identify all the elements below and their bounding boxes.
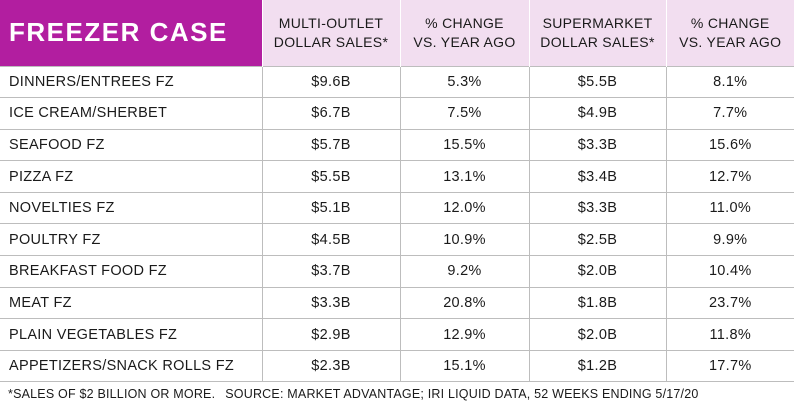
row-category-cell: APPETIZERS/SNACK ROLLS FZ bbox=[0, 349, 262, 383]
footnote: *SALES OF $2 BILLION OR MORE. SOURCE: MAR… bbox=[8, 387, 699, 401]
column-header-line: % CHANGE bbox=[690, 14, 770, 31]
supermarket-change-cell: 10.4% bbox=[665, 255, 794, 288]
table-row: PLAIN VEGETABLES FZ $2.9B 12.9% $2.0B 11.8% bbox=[0, 318, 794, 351]
row-category-cell: POULTRY FZ bbox=[0, 223, 262, 256]
multi-outlet-change-cell: 15.5% bbox=[399, 128, 529, 161]
supermarket-change-cell: 12.7% bbox=[665, 160, 794, 193]
column-header-line: SUPERMARKET bbox=[542, 14, 653, 31]
supermarket-change-cell: 8.1% bbox=[665, 65, 794, 98]
multi-outlet-sales-cell: $4.5B bbox=[261, 223, 400, 256]
multi-outlet-change-cell: 10.9% bbox=[399, 223, 529, 256]
multi-outlet-change-cell: 5.3% bbox=[399, 65, 529, 98]
supermarket-sales-cell: $1.2B bbox=[528, 349, 666, 383]
multi-outlet-sales-cell: $6.7B bbox=[261, 97, 400, 130]
row-category-cell: PLAIN VEGETABLES FZ bbox=[0, 318, 262, 351]
source-note: SOURCE: MARKET ADVANTAGE; IRI LIQUID DAT… bbox=[225, 387, 699, 401]
multi-outlet-sales-cell: $3.3B bbox=[261, 286, 400, 319]
table-row: POULTRY FZ $4.5B 10.9% $2.5B 9.9% bbox=[0, 223, 794, 256]
supermarket-change-cell: 11.8% bbox=[665, 318, 794, 351]
multi-outlet-sales-cell: $5.1B bbox=[261, 191, 400, 224]
header-row: FREEZER CASE MULTI-OUTLET DOLLAR SALES* … bbox=[0, 0, 794, 66]
supermarket-sales-cell: $3.4B bbox=[528, 160, 666, 193]
column-header-line: VS. YEAR AGO bbox=[679, 33, 782, 50]
table-row: NOVELTIES FZ $5.1B 12.0% $3.3B 11.0% bbox=[0, 191, 794, 224]
supermarket-sales-cell: $3.3B bbox=[528, 191, 666, 224]
row-category-cell: SEAFOOD FZ bbox=[0, 128, 262, 161]
multi-outlet-sales-cell: $5.5B bbox=[261, 160, 400, 193]
supermarket-sales-cell: $2.5B bbox=[528, 223, 666, 256]
freezer-case-table: FREEZER CASE MULTI-OUTLET DOLLAR SALES* … bbox=[0, 0, 794, 383]
table-row: MEAT FZ $3.3B 20.8% $1.8B 23.7% bbox=[0, 286, 794, 319]
row-category-cell: NOVELTIES FZ bbox=[0, 191, 262, 224]
column-header-line: VS. YEAR AGO bbox=[413, 33, 516, 50]
multi-outlet-sales-cell: $3.7B bbox=[261, 255, 400, 288]
supermarket-sales-cell: $2.0B bbox=[528, 255, 666, 288]
table-row: APPETIZERS/SNACK ROLLS FZ $2.3B 15.1% $1.2B… bbox=[0, 349, 794, 383]
row-category-cell: ICE CREAM/SHERBET bbox=[0, 97, 262, 130]
column-header-line: DOLLAR SALES* bbox=[273, 33, 389, 50]
multi-outlet-change-cell: 9.2% bbox=[399, 255, 529, 288]
multi-outlet-change-cell: 12.0% bbox=[399, 191, 529, 224]
table-row: SEAFOOD FZ $5.7B 15.5% $3.3B 15.6% bbox=[0, 128, 794, 161]
column-header-multi-outlet-sales: MULTI-OUTLET DOLLAR SALES* bbox=[261, 0, 400, 66]
column-header-line: MULTI-OUTLET bbox=[278, 14, 384, 31]
multi-outlet-change-cell: 13.1% bbox=[399, 160, 529, 193]
multi-outlet-sales-cell: $9.6B bbox=[261, 65, 400, 98]
column-header-multi-outlet-change: % CHANGE VS. YEAR AGO bbox=[399, 0, 529, 66]
column-header-supermarket-sales: SUPERMARKET DOLLAR SALES* bbox=[528, 0, 666, 66]
multi-outlet-sales-cell: $5.7B bbox=[261, 128, 400, 161]
table-row: BREAKFAST FOOD FZ $3.7B 9.2% $2.0B 10.4% bbox=[0, 255, 794, 288]
multi-outlet-change-cell: 20.8% bbox=[399, 286, 529, 319]
row-category-cell: DINNERS/ENTREES FZ bbox=[0, 65, 262, 98]
supermarket-sales-cell: $2.0B bbox=[528, 318, 666, 351]
multi-outlet-change-cell: 7.5% bbox=[399, 97, 529, 130]
supermarket-change-cell: 7.7% bbox=[665, 97, 794, 130]
multi-outlet-change-cell: 15.1% bbox=[399, 349, 529, 383]
multi-outlet-sales-cell: $2.9B bbox=[261, 318, 400, 351]
row-category-cell: BREAKFAST FOOD FZ bbox=[0, 255, 262, 288]
supermarket-change-cell: 17.7% bbox=[665, 349, 794, 383]
column-header-line: DOLLAR SALES* bbox=[540, 33, 655, 50]
supermarket-sales-cell: $5.5B bbox=[528, 65, 666, 98]
table-title: FREEZER CASE bbox=[0, 0, 262, 66]
supermarket-sales-cell: $4.9B bbox=[528, 97, 666, 130]
row-category-cell: PIZZA FZ bbox=[0, 160, 262, 193]
supermarket-change-cell: 9.9% bbox=[665, 223, 794, 256]
supermarket-sales-cell: $3.3B bbox=[528, 128, 666, 161]
supermarket-change-cell: 11.0% bbox=[665, 191, 794, 224]
column-header-line: % CHANGE bbox=[425, 14, 504, 31]
supermarket-change-cell: 23.7% bbox=[665, 286, 794, 319]
supermarket-sales-cell: $1.8B bbox=[528, 286, 666, 319]
footnote-asterisk-note: *SALES OF $2 BILLION OR MORE. bbox=[8, 387, 216, 401]
supermarket-change-cell: 15.6% bbox=[665, 128, 794, 161]
row-category-cell: MEAT FZ bbox=[0, 286, 262, 319]
table-row: DINNERS/ENTREES FZ $9.6B 5.3% $5.5B 8.1% bbox=[0, 65, 794, 98]
multi-outlet-change-cell: 12.9% bbox=[399, 318, 529, 351]
multi-outlet-sales-cell: $2.3B bbox=[261, 349, 400, 383]
table-row: PIZZA FZ $5.5B 13.1% $3.4B 12.7% bbox=[0, 160, 794, 193]
table-row: ICE CREAM/SHERBET $6.7B 7.5% $4.9B 7.7% bbox=[0, 97, 794, 130]
column-header-supermarket-change: % CHANGE VS. YEAR AGO bbox=[665, 0, 794, 66]
table-body: DINNERS/ENTREES FZ $9.6B 5.3% $5.5B 8.1% ICE … bbox=[0, 65, 794, 383]
